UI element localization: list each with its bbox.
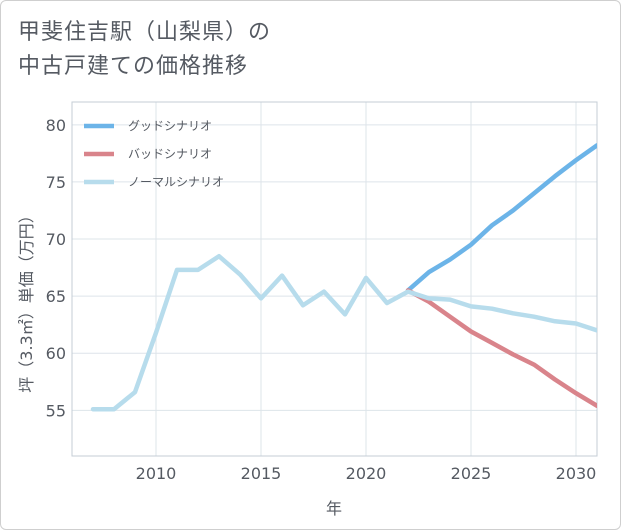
- y-tick-label-70: 70: [46, 230, 66, 249]
- y-tick-label-55: 55: [46, 401, 66, 420]
- x-tick-label-2020: 2020: [346, 464, 387, 483]
- bad-scenario-line: [405, 288, 597, 409]
- normal-scenario-line: [90, 253, 597, 412]
- good-scenario-legend-label: グッドシナリオ: [128, 119, 212, 133]
- x-tick-label-2010: 2010: [136, 464, 177, 483]
- y-tick-label-75: 75: [46, 173, 66, 192]
- series-lines: [90, 143, 597, 412]
- plot-area-border: [71, 101, 598, 457]
- x-tick-label-2030: 2030: [556, 464, 597, 483]
- y-tick-label-65: 65: [46, 287, 66, 306]
- normal-scenario-legend-label: ノーマルシナリオ: [128, 175, 224, 189]
- y-tick-label-80: 80: [46, 116, 66, 135]
- x-axis-title: 年: [326, 499, 342, 518]
- chart-title-line-1: 甲斐住吉駅（山梨県）の: [18, 20, 272, 45]
- bad-scenario-legend-label: バッドシナリオ: [128, 147, 212, 161]
- y-tick-label-60: 60: [46, 344, 66, 363]
- x-tick-label-2015: 2015: [241, 464, 282, 483]
- y-axis-title: 坪（3.3㎡）単価（万円）: [17, 207, 36, 392]
- axis-tick-labels: 2010 2015 2020 2025 2030 55 60 65 70 75 80: [46, 116, 597, 483]
- chart-title: 甲斐住吉駅（山梨県）の 中古戸建ての価格推移: [18, 16, 271, 84]
- x-tick-label-2025: 2025: [451, 464, 492, 483]
- good-scenario-line: [405, 143, 597, 293]
- chart-title-line-2: 中古戸建ての価格推移: [18, 54, 249, 79]
